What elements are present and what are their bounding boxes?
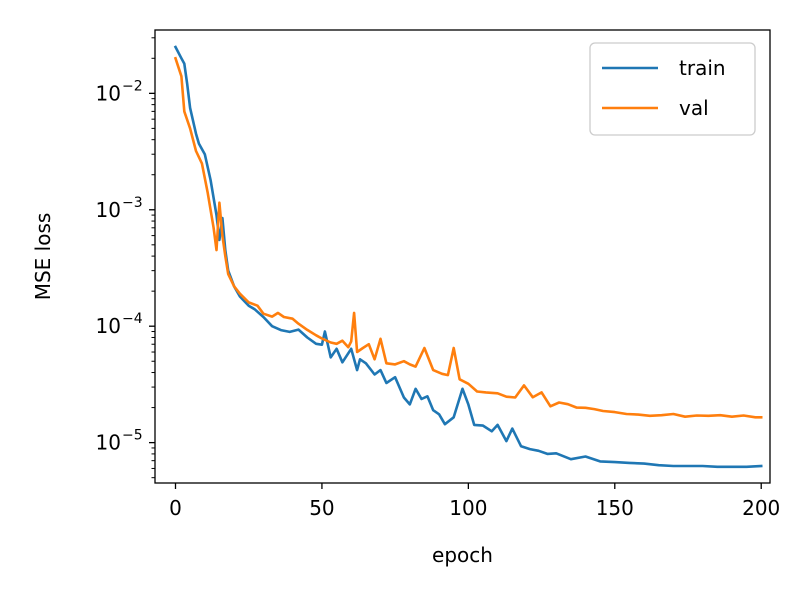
x-tick-label: 100 [449,496,487,520]
legend-label-val: val [679,96,709,120]
legend: train val [589,42,756,136]
y-tick-exponent: −4 [122,311,143,327]
y-tick-label: 10 [96,314,121,338]
x-tick-label: 50 [309,496,334,520]
x-tick-label: 200 [742,496,780,520]
y-tick-exponent: −5 [122,428,143,444]
legend-box [589,42,756,136]
x-tick-label: 150 [596,496,634,520]
x-axis-label: epoch [432,543,493,567]
legend-label-train: train [679,56,726,80]
y-tick-label: 10 [96,198,121,222]
x-axis: 0 50 100 150 200 [169,483,780,520]
y-tick-exponent: −2 [122,78,143,94]
series-line-val [173,56,763,419]
x-tick-label: 0 [169,496,182,520]
y-axis: 10−210−310−410−5 [96,37,155,479]
y-tick-label: 10 [96,81,121,105]
series-layer [173,45,763,469]
y-axis-label: MSE loss [31,213,55,301]
y-tick-label: 10 [96,431,121,455]
y-tick-exponent: −3 [122,195,143,211]
